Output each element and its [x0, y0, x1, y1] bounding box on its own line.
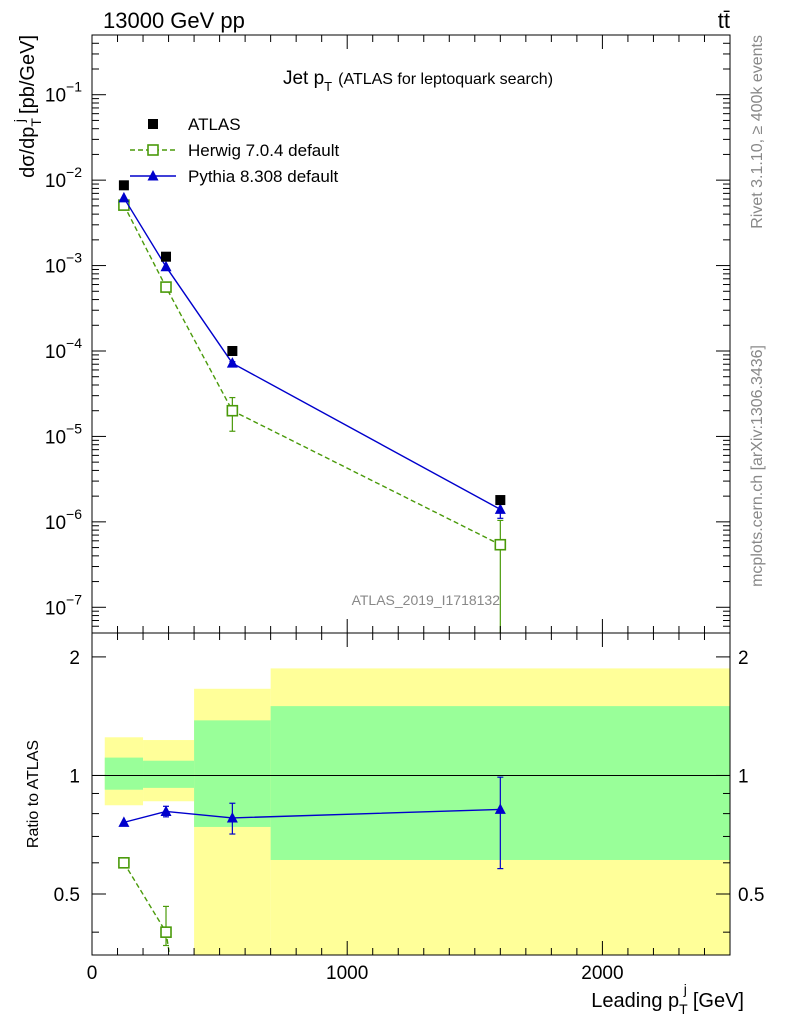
- main-pythia-8-308-default-point-2: [226, 357, 238, 368]
- main-herwig-7-0-4-default-point-1: [160, 281, 172, 293]
- bottom-ytick-label-1: 1: [69, 766, 80, 787]
- top-y-axis-label: dσ/dpTj [pb/GeV]: [11, 35, 44, 178]
- bottom-ytick-label-right-2: 2: [738, 648, 749, 669]
- xlabel-sub: T: [679, 1001, 688, 1017]
- top-ytick-label-5: 10−6: [45, 506, 82, 534]
- bottom-ytick-label-right-0: 0.5: [738, 885, 764, 906]
- main-pythia-8-308-default-point-3: [494, 503, 506, 514]
- ratio-plot-frame: [91, 632, 731, 956]
- ratio-herwig-7-0-4-default-point-0: [118, 857, 130, 869]
- bottom-ytick-label-0: 0.5: [54, 885, 80, 906]
- title-main: Jet p: [283, 68, 324, 89]
- legend-label-0: ATLAS: [188, 115, 241, 134]
- ratio-pythia-8-308-default-point-0: [118, 816, 130, 827]
- xtick-label-1: 1000: [326, 963, 368, 984]
- main-atlas-point-1: [161, 251, 172, 262]
- main-pythia-8-308-default-point-1: [160, 260, 172, 272]
- top-ytick-label-2: 10−3: [45, 250, 82, 278]
- axis-ticks: [91, 34, 731, 955]
- ylabel-unit: [pb/GeV]: [17, 35, 39, 114]
- top-ytick-label-0: 10−1: [45, 79, 82, 107]
- top-ytick-label-4: 10−5: [45, 420, 82, 448]
- legend-marker-1: [147, 144, 159, 156]
- ylabel-sup: j: [11, 119, 27, 123]
- xtick-label-0: 0: [87, 963, 98, 984]
- legend-label-1: Herwig 7.0.4 default: [188, 141, 339, 160]
- inner-band-bin-1: [143, 760, 195, 788]
- top-ytick-label-3: 10−4: [45, 335, 82, 363]
- legend-marker-2: [147, 170, 159, 181]
- inner-band-bin-0: [104, 757, 144, 790]
- xlabel-unit: [GeV]: [693, 990, 744, 1012]
- main-plot-series: [118, 180, 507, 633]
- ratio-plot-series: [118, 776, 506, 986]
- main-pythia-8-308-default-line: [123, 197, 501, 510]
- xtick-label-2: 2000: [581, 963, 623, 984]
- main-herwig-7-0-4-default-line: [123, 204, 501, 546]
- legend-label-2: Pythia 8.308 default: [188, 167, 339, 186]
- ratio-pythia-8-308-default-point-1: [160, 805, 172, 816]
- ratio-herwig-7-0-4-default-point-1: [160, 926, 172, 938]
- ratio-herwig-7-0-4-default-point-2: [169, 976, 179, 986]
- main-herwig-7-0-4-default-point-2: [226, 404, 239, 417]
- bottom-ytick-label-2: 2: [69, 648, 80, 669]
- main-atlas-point-2: [227, 345, 238, 356]
- title-rest: (ATLAS for leptoquark search): [338, 71, 553, 88]
- xlabel-sup: j: [683, 981, 687, 997]
- energy-label: 13000 GeV pp: [103, 8, 245, 33]
- legend-marker-0: [148, 119, 158, 129]
- ylabel-main: dσ/dp: [17, 127, 39, 178]
- axis-tick-labels: 10−1 10−2 10−3 10−4 10−5 10−6 10−7 0 1000 2000 0.5…: [45, 79, 765, 984]
- title-sub: T: [324, 79, 332, 94]
- top-ytick-label-6: 10−7: [45, 591, 82, 619]
- process-label: tt̄: [718, 8, 730, 33]
- ratio-pythia-8-308-default-point-2: [226, 811, 238, 823]
- analysis-watermark: ATLAS_2019_I1718132: [352, 592, 501, 608]
- rivet-label: Rivet 3.1.10, ≥ 400k events: [749, 35, 766, 229]
- main-plot-title: Jet pT (ATLAS for leptoquark search): [283, 68, 553, 94]
- ratio-pythia-8-308-default-point-3: [494, 803, 506, 814]
- top-ytick-label-1: 10−2: [45, 164, 82, 192]
- legend: ATLAS Herwig 7.0.4 default Pythia 8.308 de…: [130, 115, 339, 186]
- mcplots-label: mcplots.cern.ch [arXiv:1306.3436]: [749, 345, 766, 587]
- xlabel-main: Leading p: [591, 990, 679, 1012]
- main-atlas-point-3: [495, 495, 506, 506]
- main-herwig-7-0-4-default-point-3: [494, 538, 507, 551]
- ratio-pythia-8-308-default-line: [123, 808, 501, 824]
- bottom-y-axis-label: Ratio to ATLAS: [25, 740, 42, 848]
- ylabel-sub: T: [28, 118, 44, 127]
- bottom-ytick-label-right-1: 1: [738, 766, 749, 787]
- main-atlas-point-0: [118, 180, 129, 191]
- x-axis-label: Leading pTj [GeV]: [591, 981, 744, 1017]
- main-pythia-8-308-default-point-0: [118, 191, 130, 203]
